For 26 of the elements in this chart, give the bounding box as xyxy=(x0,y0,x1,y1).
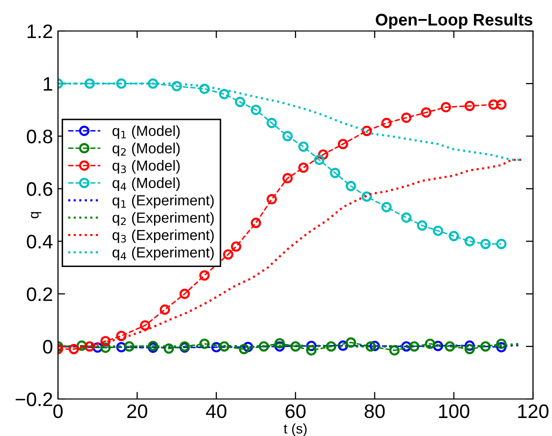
x-tick-label: 60 xyxy=(286,404,306,418)
x-tick-label: 20 xyxy=(127,404,148,418)
y-tick-label: 0.8 xyxy=(26,130,52,144)
y-tick-label: 0.4 xyxy=(26,234,53,249)
legend-label: q$_{2}$ (Experiment) xyxy=(112,212,214,226)
legend-label: q$_{2}$ (Model) xyxy=(112,142,180,156)
chart-title: Open−Loop Results xyxy=(376,13,532,29)
legend-label: q$_{4}$ (Experiment) xyxy=(112,246,214,260)
y-tick-label: 1 xyxy=(44,77,52,91)
x-tick-label: 80 xyxy=(364,404,385,418)
legend-label: q$_{3}$ (Model) xyxy=(112,160,180,174)
y-tick-label: −0.2 xyxy=(16,392,52,406)
y-tick-label: 1.2 xyxy=(28,24,52,38)
x-axis-title: t (s) xyxy=(284,423,307,436)
legend-label: q$_{4}$ (Model) xyxy=(112,177,180,191)
y-axis-title: q xyxy=(31,212,42,218)
y-tick-label: 0.2 xyxy=(26,287,52,302)
legend-label: q$_{1}$ (Experiment) xyxy=(112,194,214,208)
y-tick-label: 0 xyxy=(43,340,52,354)
x-tick-label: 100 xyxy=(439,404,470,418)
x-tick-label: 120 xyxy=(518,404,548,418)
legend-label: q$_{3}$ (Experiment) xyxy=(112,229,214,244)
x-tick-label: 40 xyxy=(206,404,226,418)
x-tick-label: 0 xyxy=(53,404,63,418)
legend-label: q$_{1}$ (Model) xyxy=(112,125,180,139)
y-tick-label: 0.6 xyxy=(26,182,52,196)
